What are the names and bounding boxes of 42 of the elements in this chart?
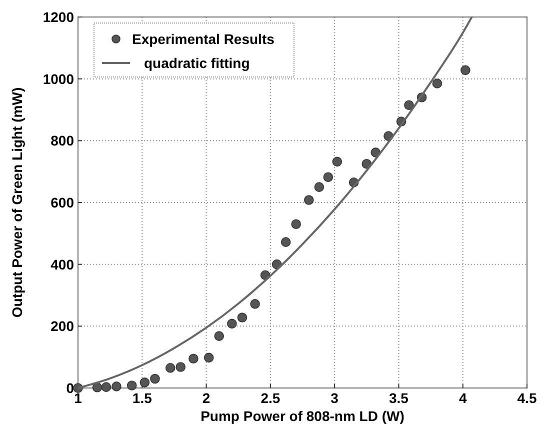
point <box>460 65 470 76</box>
point <box>227 318 237 329</box>
point <box>332 156 342 167</box>
legend-label: Experimental Results <box>132 31 275 47</box>
point <box>150 374 160 384</box>
point <box>126 380 137 390</box>
x-tick-label: 2 <box>202 390 210 406</box>
x-tick-label: 1.5 <box>132 390 152 406</box>
point <box>92 382 102 392</box>
point <box>112 382 122 392</box>
y-tick-label: 800 <box>50 132 74 149</box>
point <box>140 378 150 388</box>
point <box>204 352 214 363</box>
point <box>291 219 301 230</box>
x-tick-label: 4.5 <box>517 390 537 406</box>
y-axis-title: Output Power of Green Light (mW) <box>9 87 25 318</box>
x-tick-label: 1 <box>74 390 82 406</box>
point <box>432 78 442 88</box>
x-tick-label: 4 <box>458 390 467 406</box>
y-tick-label: 1200 <box>42 9 74 25</box>
y-tick-label: 0 <box>66 380 74 396</box>
point <box>214 331 224 341</box>
point <box>404 100 414 110</box>
y-tick-label: 200 <box>50 318 74 334</box>
point <box>237 312 248 322</box>
point <box>176 362 186 372</box>
y-tick-label: 600 <box>50 194 74 210</box>
x-tick-label: 3.5 <box>388 390 409 406</box>
point <box>323 172 334 182</box>
point <box>165 363 176 373</box>
x-axis-title: Pump Power of 808-nm LD (W) <box>200 408 404 424</box>
point <box>188 354 198 364</box>
point <box>101 382 112 392</box>
y-tick-label: 1000 <box>42 70 74 87</box>
legend-label: quadratic fitting <box>144 55 250 71</box>
point <box>304 195 314 205</box>
x-tick-label: 2.5 <box>260 390 280 406</box>
y-tick-label: 400 <box>50 256 74 272</box>
point <box>314 182 324 192</box>
point <box>250 299 260 309</box>
point <box>280 237 291 247</box>
x-tick-label: 3 <box>330 390 339 406</box>
